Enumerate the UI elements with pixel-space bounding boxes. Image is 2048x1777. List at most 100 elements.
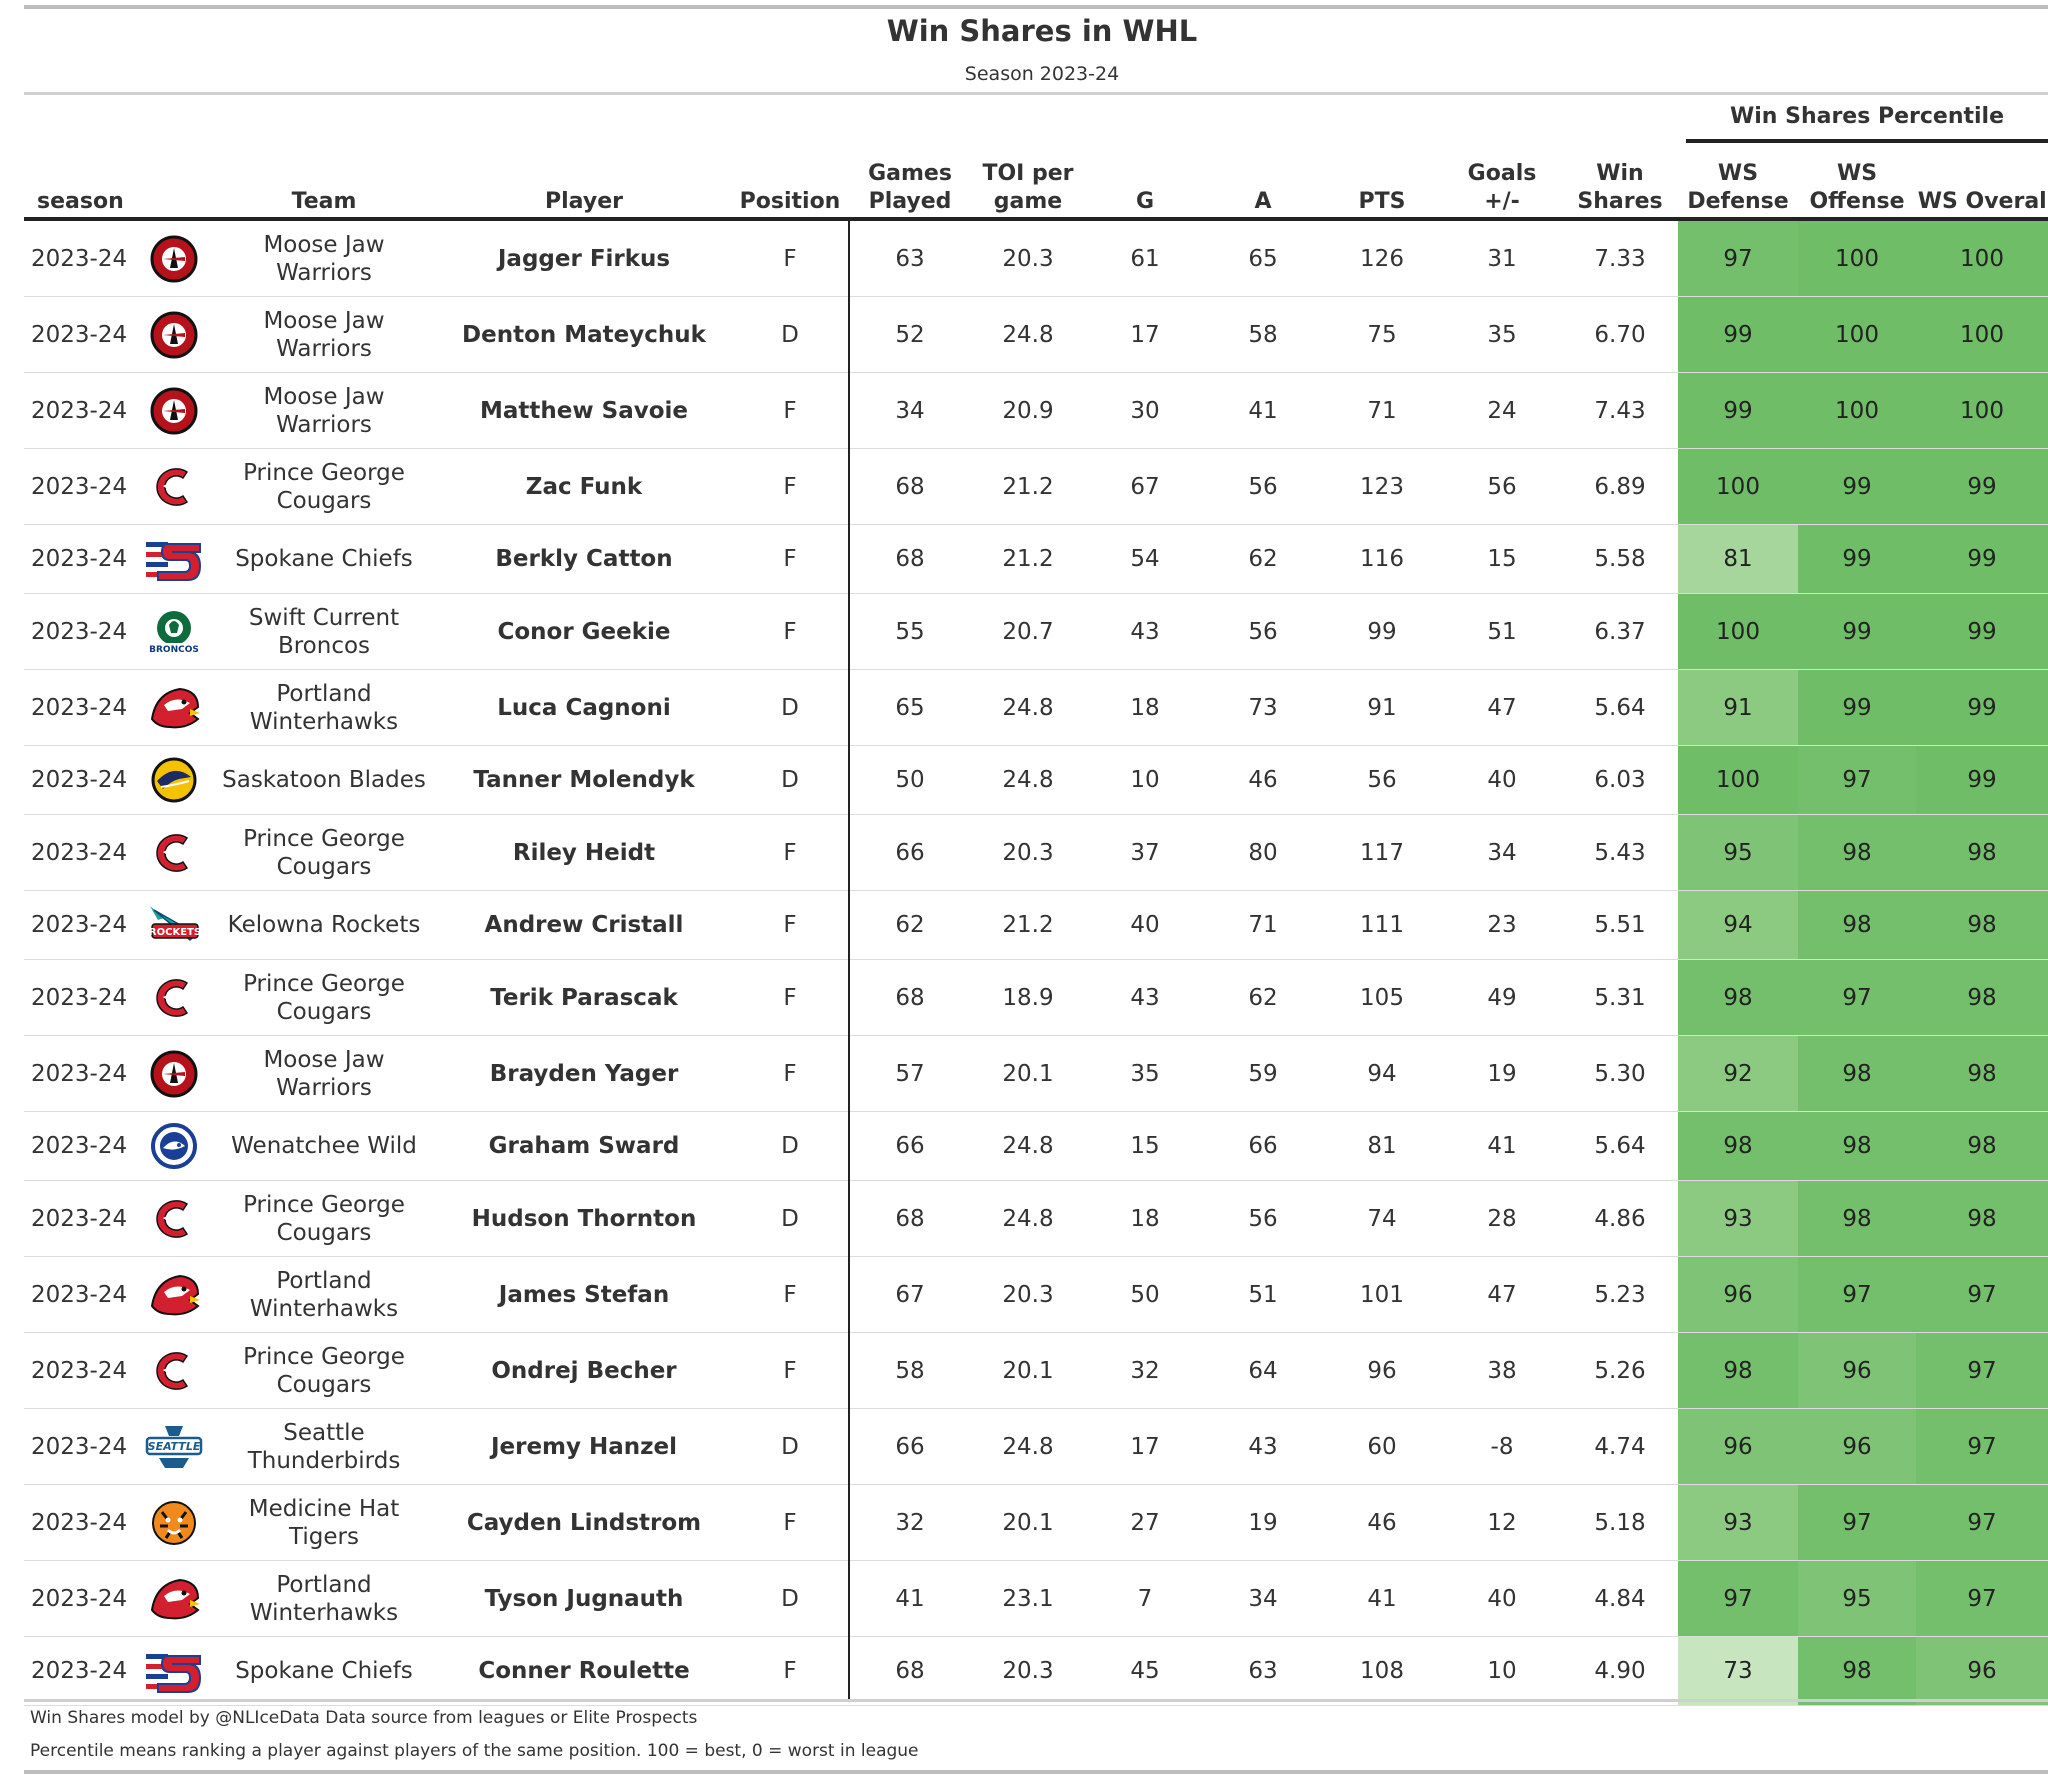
swift-current-broncos-logo: BRONCOS [139,594,209,669]
cell-ws-off: 96 [1798,1409,1916,1484]
cell-g: 37 [1130,839,1160,866]
cell-season: 2023-24 [31,1433,128,1460]
header-ws-defense: WS Defense [1687,161,1789,214]
header-position: Position [739,189,841,214]
cell-position: F [783,245,797,272]
cell-pm: 24 [1487,397,1517,424]
cell-g: 18 [1130,694,1160,721]
cell-a: 56 [1248,618,1278,645]
cell-ws: 6.03 [1594,767,1646,793]
cell-ws-def: 93 [1678,1181,1798,1256]
cell-pts: 123 [1360,473,1404,500]
cell-ws: 7.43 [1594,397,1646,424]
cell-ws-off: 97 [1798,1485,1916,1560]
cell-season: 2023-24 [31,321,128,348]
cell-ws: 5.18 [1594,1509,1646,1536]
cell-a: 80 [1248,839,1278,866]
cell-ws-all: 99 [1916,746,2048,814]
svg-text:BRONCOS: BRONCOS [149,645,199,655]
cell-pts: 71 [1367,397,1397,424]
cell-a: 51 [1248,1281,1278,1308]
cell-position: D [781,767,799,793]
cell-a: 59 [1248,1060,1278,1087]
bottom-rule [24,1699,2048,1702]
title-rule [24,92,2048,95]
cell-a: 62 [1248,984,1278,1011]
table-row: ROCKETS 2023-24 Kelowna Rockets Andrew Cris… [24,891,2048,960]
cell-g: 43 [1130,984,1160,1011]
cell-pm: -8 [1490,1433,1514,1460]
cell-ws-off: 97 [1798,746,1916,814]
moose-jaw-warriors-logo [139,221,209,296]
table-row: BRONCOS 2023-24 Swift Current Broncos Conor… [24,594,2048,670]
cell-ws: 5.30 [1594,1060,1646,1087]
saskatoon-blades-logo [139,746,209,814]
cell-pts: 81 [1367,1133,1397,1159]
cell-season: 2023-24 [31,245,128,272]
top-rule [24,5,2048,9]
cell-pm: 41 [1487,1133,1517,1159]
cell-ws: 6.37 [1594,618,1646,645]
cell-ws-def: 96 [1678,1257,1798,1332]
cell-ws-def: 100 [1678,449,1798,524]
cell-ws-all: 98 [1916,1181,2048,1256]
cell-position: F [783,1357,797,1384]
cell-ws-all: 97 [1916,1333,2048,1408]
cell-player: Terik Parascak [490,984,678,1011]
cell-position: D [781,1433,799,1460]
cell-toi: 20.9 [1002,397,1054,424]
cell-position: F [783,1281,797,1308]
table-row: 2023-24 Prince George Cougars Ondrej Beche… [24,1333,2048,1409]
cell-gp: 55 [895,618,925,645]
cell-a: 63 [1248,1658,1278,1684]
cell-pts: 99 [1367,618,1397,645]
cell-team: Moose Jaw Warriors [263,231,385,286]
cell-pts: 60 [1367,1433,1397,1460]
cell-pm: 28 [1487,1205,1517,1232]
cell-ws: 4.86 [1594,1205,1646,1232]
header-toi-per-game: TOI per game [982,161,1074,214]
cell-toi: 20.3 [1002,245,1054,272]
cell-ws-off: 99 [1798,670,1916,745]
percentile-spanner-label: Win Shares Percentile [1729,104,2005,129]
cell-pts: 74 [1367,1205,1397,1232]
cell-ws-all: 99 [1916,525,2048,593]
portland-winterhawks-logo [139,1561,209,1636]
cell-gp: 68 [895,984,925,1011]
table-row: 2023-24 Moose Jaw Warriors Jagger Firkus F 6… [24,221,2048,297]
cell-team: Prince George Cougars [243,970,405,1025]
cell-ws-def: 99 [1678,297,1798,372]
cell-toi: 21.2 [1002,546,1054,572]
cell-ws-off: 98 [1798,1637,1916,1705]
cell-ws: 4.90 [1594,1658,1646,1684]
table-row: 2023-24 Spokane Chiefs Berkly Catton F 68 21.… [24,525,2048,594]
cell-ws-off: 97 [1798,960,1916,1035]
cell-season: 2023-24 [31,912,128,938]
cell-team: Prince George Cougars [243,1191,405,1246]
cell-ws-def: 100 [1678,746,1798,814]
cell-ws: 6.89 [1594,473,1646,500]
cell-pm: 31 [1487,245,1517,272]
cell-ws: 5.26 [1594,1357,1646,1384]
cell-position: F [783,1060,797,1087]
cell-toi: 20.3 [1002,1281,1054,1308]
cell-g: 30 [1130,397,1160,424]
cell-g: 10 [1130,767,1160,793]
cell-a: 62 [1248,546,1278,572]
cell-ws-def: 92 [1678,1036,1798,1111]
cell-team: Moose Jaw Warriors [263,383,385,438]
column-divider [848,221,850,1699]
cell-toi: 18.9 [1002,984,1054,1011]
cell-a: 19 [1248,1509,1278,1536]
cell-season: 2023-24 [31,1509,128,1536]
cell-ws-all: 97 [1916,1257,2048,1332]
cell-position: F [783,912,797,938]
cell-toi: 24.8 [1002,767,1054,793]
cell-toi: 20.1 [1002,1357,1054,1384]
cell-gp: 67 [895,1281,925,1308]
percentile-spanner-rule [1686,139,2048,143]
cell-a: 43 [1248,1433,1278,1460]
cell-season: 2023-24 [31,984,128,1011]
cell-gp: 68 [895,546,925,572]
cell-ws-def: 81 [1678,525,1798,593]
